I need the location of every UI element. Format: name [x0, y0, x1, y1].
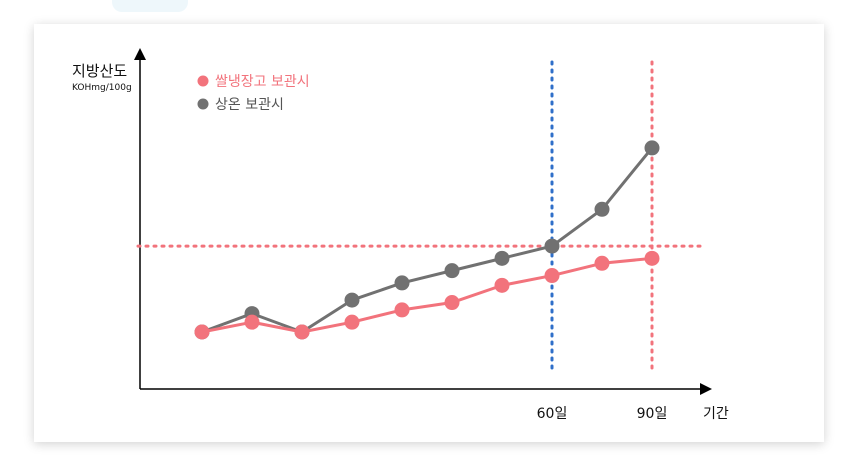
series-0-point-1	[194, 324, 210, 340]
series-1-point-8	[544, 238, 560, 254]
top-decoration	[112, 0, 188, 12]
series-0-point-9	[594, 255, 610, 271]
reference-lines	[136, 60, 705, 372]
legend-marker-fridge	[197, 75, 209, 87]
x-tick-label-1: 90일	[637, 406, 668, 422]
series-line-0	[201, 256, 653, 334]
x-tick-label-0: 60일	[537, 406, 568, 422]
legend-marker-room	[197, 98, 209, 110]
y-axis-label: 지방산도	[72, 62, 127, 80]
series-0-point-4	[344, 314, 360, 330]
series-0-point-7	[494, 277, 510, 293]
series-1-point-4	[344, 292, 360, 308]
series-0-point-8	[544, 268, 560, 284]
chart-card	[34, 24, 824, 442]
series-0-point-3	[294, 324, 310, 340]
legend-label-fridge: 쌀냉장고 보관시	[215, 74, 310, 90]
series-1-point-6	[444, 263, 460, 279]
series-line-1	[201, 146, 654, 334]
series-0-point-2	[244, 314, 260, 330]
series-0-point-6	[444, 295, 460, 311]
series-0-point-5	[394, 302, 410, 318]
legend: 쌀냉장고 보관시 상온 보관시	[197, 74, 310, 113]
legend-label-room: 상온 보관시	[215, 97, 284, 113]
series-1-point-10	[644, 140, 660, 156]
series-1-point-7	[494, 250, 510, 266]
series-1-point-5	[394, 275, 410, 291]
series-layer	[194, 140, 660, 340]
x-tick-labels: 60일 90일	[537, 406, 668, 422]
series-0-point-10	[644, 250, 660, 266]
x-axis-label: 기간	[703, 406, 729, 422]
series-1-point-9	[594, 201, 610, 217]
y-axis-unit: KOHmg/100g	[72, 83, 132, 93]
